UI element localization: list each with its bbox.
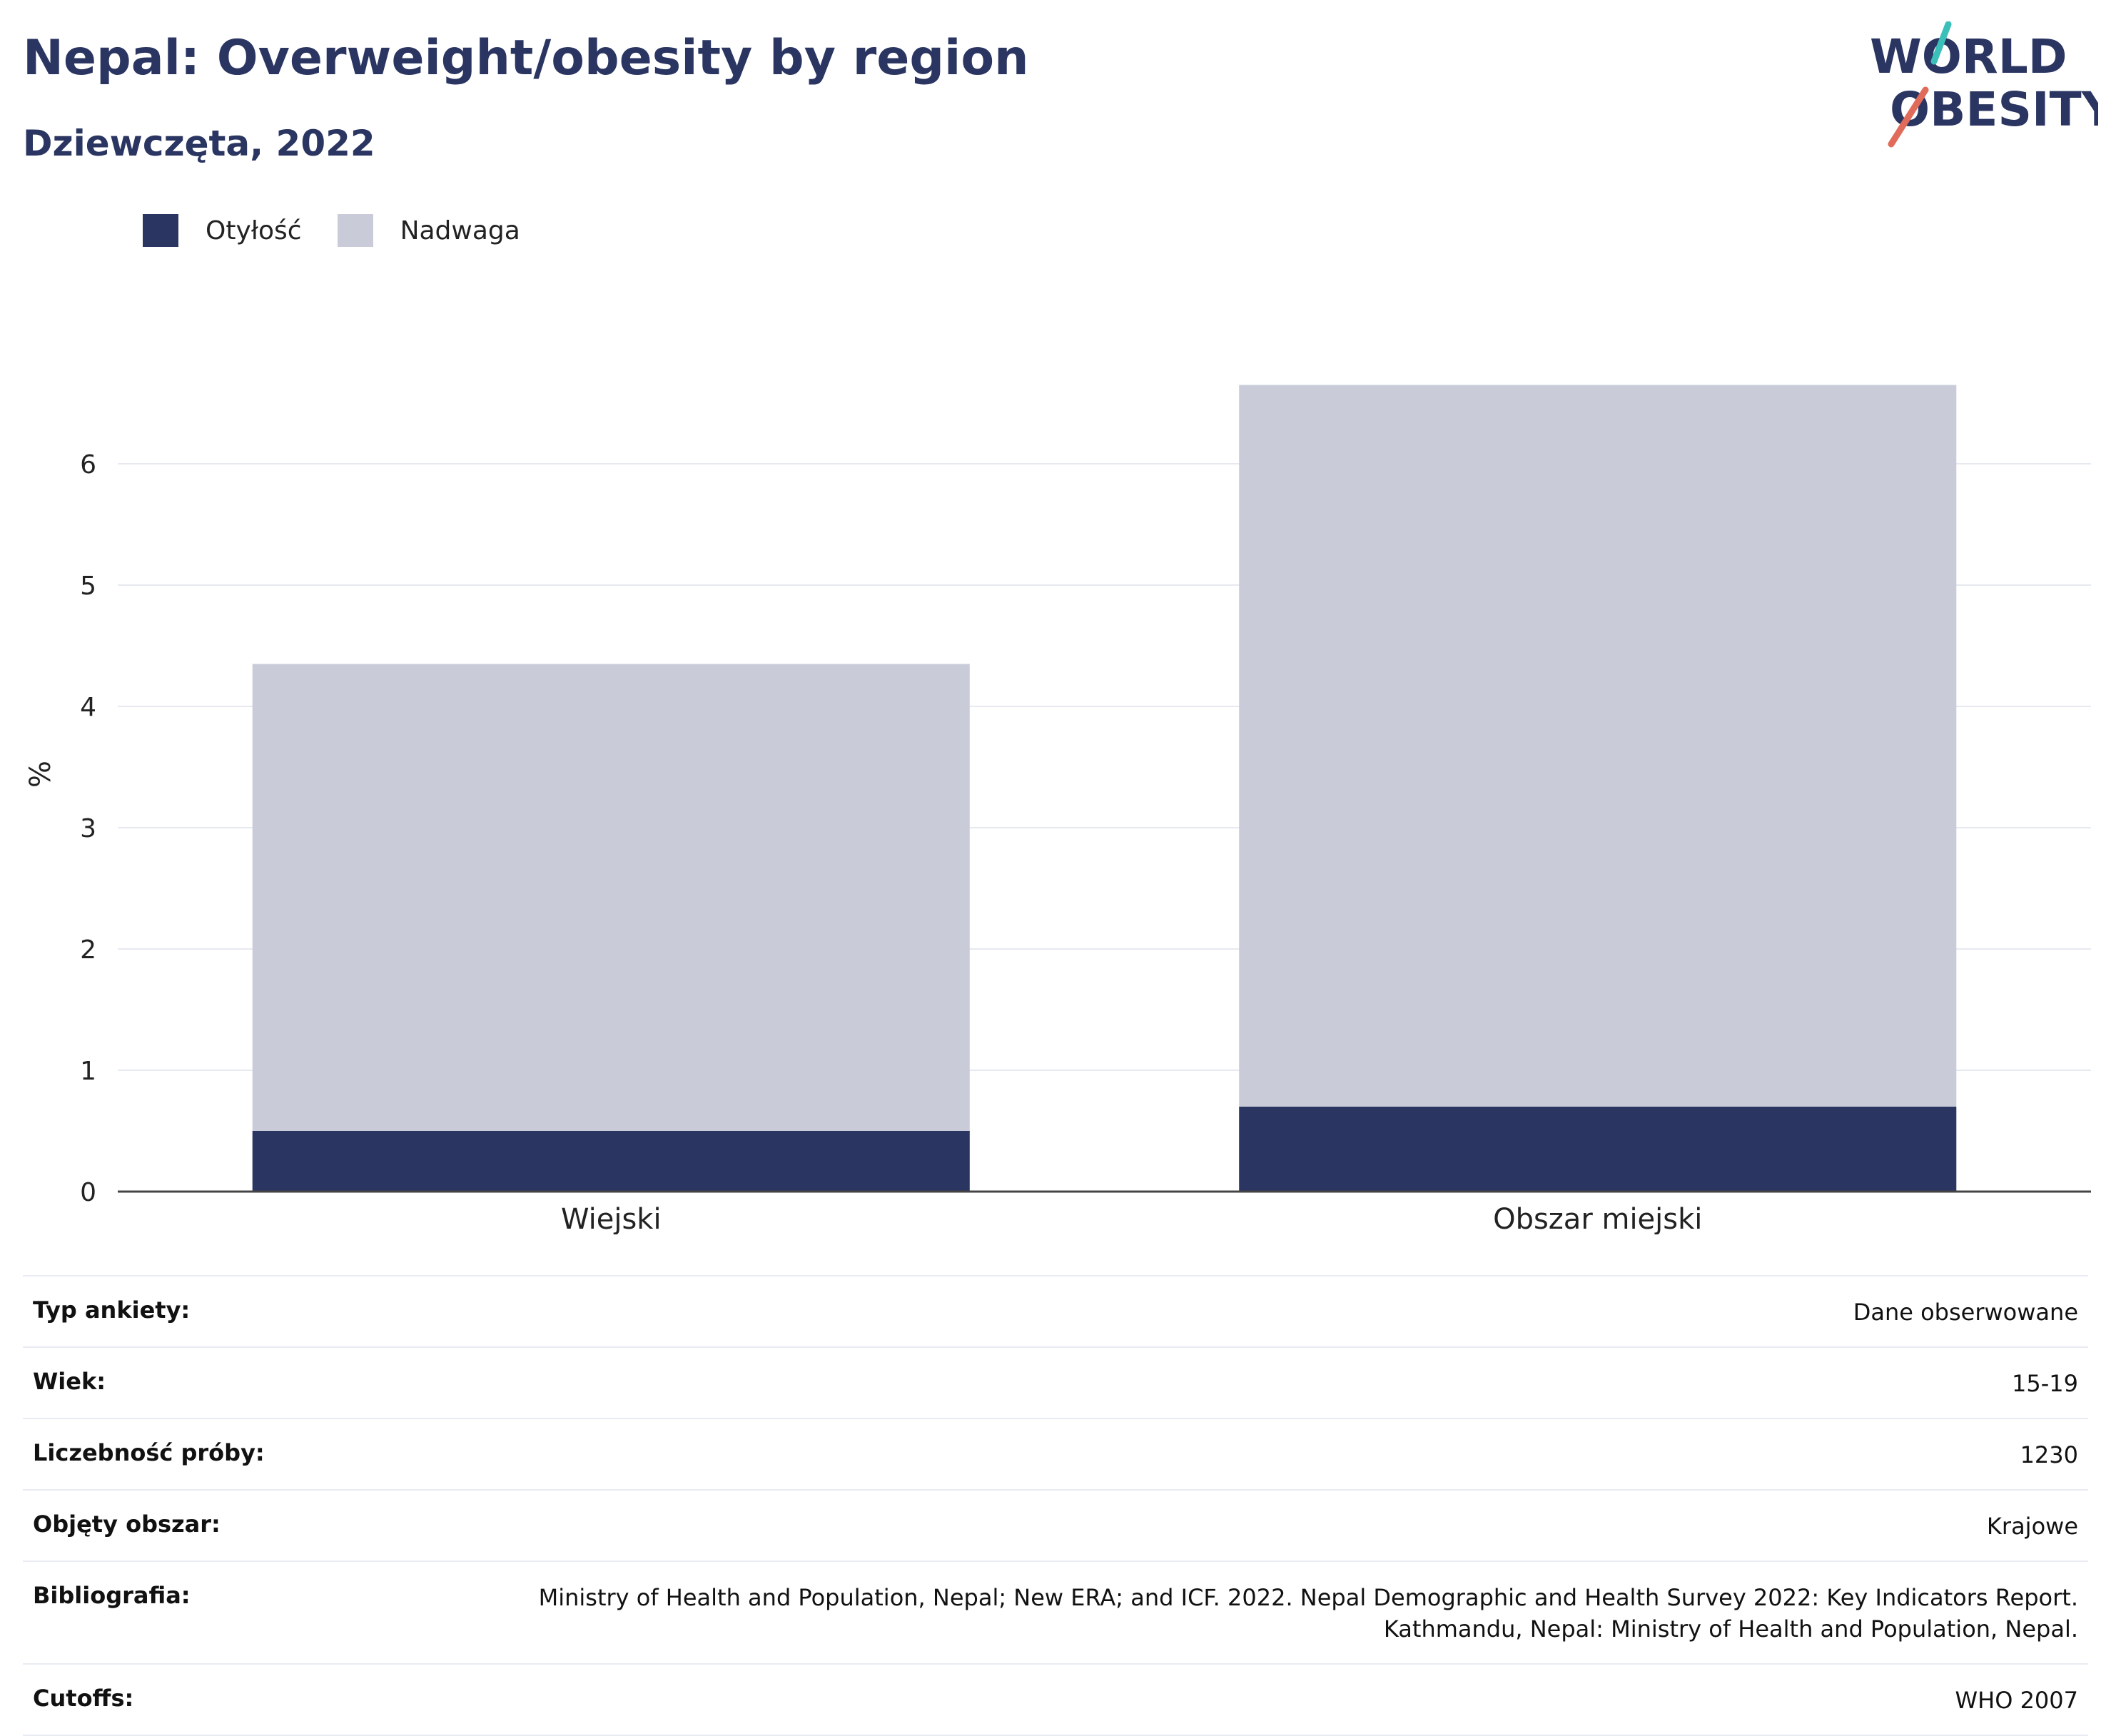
details-value-line: WHO 2007 [1955, 1687, 2079, 1714]
y-tick-label: 5 [80, 572, 96, 601]
details-value-line: 1230 [2020, 1441, 2078, 1468]
legend-label-obesity: Otyłość [206, 215, 302, 245]
details-row: Bibliografia: Ministry of Health and Popu… [23, 1562, 2088, 1665]
details-key: Wiek: [33, 1368, 106, 1395]
details-value: WHO 2007 [1955, 1685, 2079, 1716]
logo-text-world: WORLD [1870, 29, 2067, 84]
details-key: Cutoffs: [33, 1685, 134, 1712]
y-tick-label: 2 [80, 935, 96, 965]
bar-chart: 0 1 2 3 4 5 6% Wiejski Obszar miejski [24, 385, 2091, 1234]
details-key: Objęty obszar: [33, 1511, 221, 1538]
bar-obesity [1239, 1107, 1957, 1192]
bar-obesity [252, 1131, 970, 1192]
y-tick-label: 6 [80, 450, 96, 479]
details-row: Cutoffs: WHO 2007 [23, 1665, 2088, 1736]
details-key: Liczebność próby: [33, 1439, 265, 1466]
y-tick-label: 4 [80, 693, 96, 722]
legend-swatch-obesity [143, 214, 178, 247]
legend-label-overweight: Nadwaga [400, 215, 520, 245]
world-obesity-logo: WORLD OBESITY [1870, 21, 2098, 148]
details-table: Typ ankiety: Dane obserwowane Wiek: 15-19 Li… [23, 1275, 2088, 1736]
logo-slash-teal [1930, 21, 1952, 65]
legend-item-obesity[interactable]: Otyłość [143, 214, 302, 247]
y-tick-label: 1 [80, 1057, 96, 1086]
y-tick-label: 0 [80, 1178, 96, 1207]
details-value-line: Dane obserwowane [1853, 1299, 2078, 1326]
details-value: 1230 [2020, 1439, 2078, 1471]
logo-text-obesity: OBESITY [1890, 82, 2098, 137]
details-value: Dane obserwowane [1853, 1296, 2078, 1328]
details-key: Bibliografia: [33, 1582, 191, 1609]
details-row: Typ ankiety: Dane obserwowane [23, 1276, 2088, 1348]
logo-slash-coral [1888, 86, 1929, 148]
x-category-label: Wiejski [561, 1203, 662, 1234]
details-value-line: Ministry of Health and Population, Nepal… [538, 1584, 2078, 1611]
details-value-line: Kathmandu, Nepal: Ministry of Health and… [1383, 1615, 2078, 1643]
details-value-line: 15-19 [2012, 1370, 2078, 1397]
details-value: 15-19 [2012, 1368, 2078, 1399]
y-axis-label: % [24, 761, 57, 788]
chart-subtitle: Dziewczęta, 2022 [23, 123, 375, 164]
legend-swatch-overweight [337, 214, 373, 247]
details-value: Krajowe [1987, 1511, 2078, 1542]
y-tick-label: 3 [80, 814, 96, 843]
details-value-line: Krajowe [1986, 1513, 2078, 1540]
details-value: Ministry of Health and Population, Nepal… [539, 1582, 2078, 1645]
details-row: Objęty obszar: Krajowe [23, 1491, 2088, 1562]
bar-overweight [1239, 385, 1957, 1107]
chart-legend: Otyłość Nadwaga [143, 210, 556, 250]
bar-overweight [252, 664, 970, 1131]
x-category-label: Obszar miejski [1493, 1203, 1702, 1234]
legend-item-overweight[interactable]: Nadwaga [337, 214, 520, 247]
details-key: Typ ankiety: [33, 1296, 191, 1324]
chart-title: Nepal: Overweight/obesity by region [23, 30, 1029, 86]
details-row: Liczebność próby: 1230 [23, 1419, 2088, 1491]
details-row: Wiek: 15-19 [23, 1348, 2088, 1419]
